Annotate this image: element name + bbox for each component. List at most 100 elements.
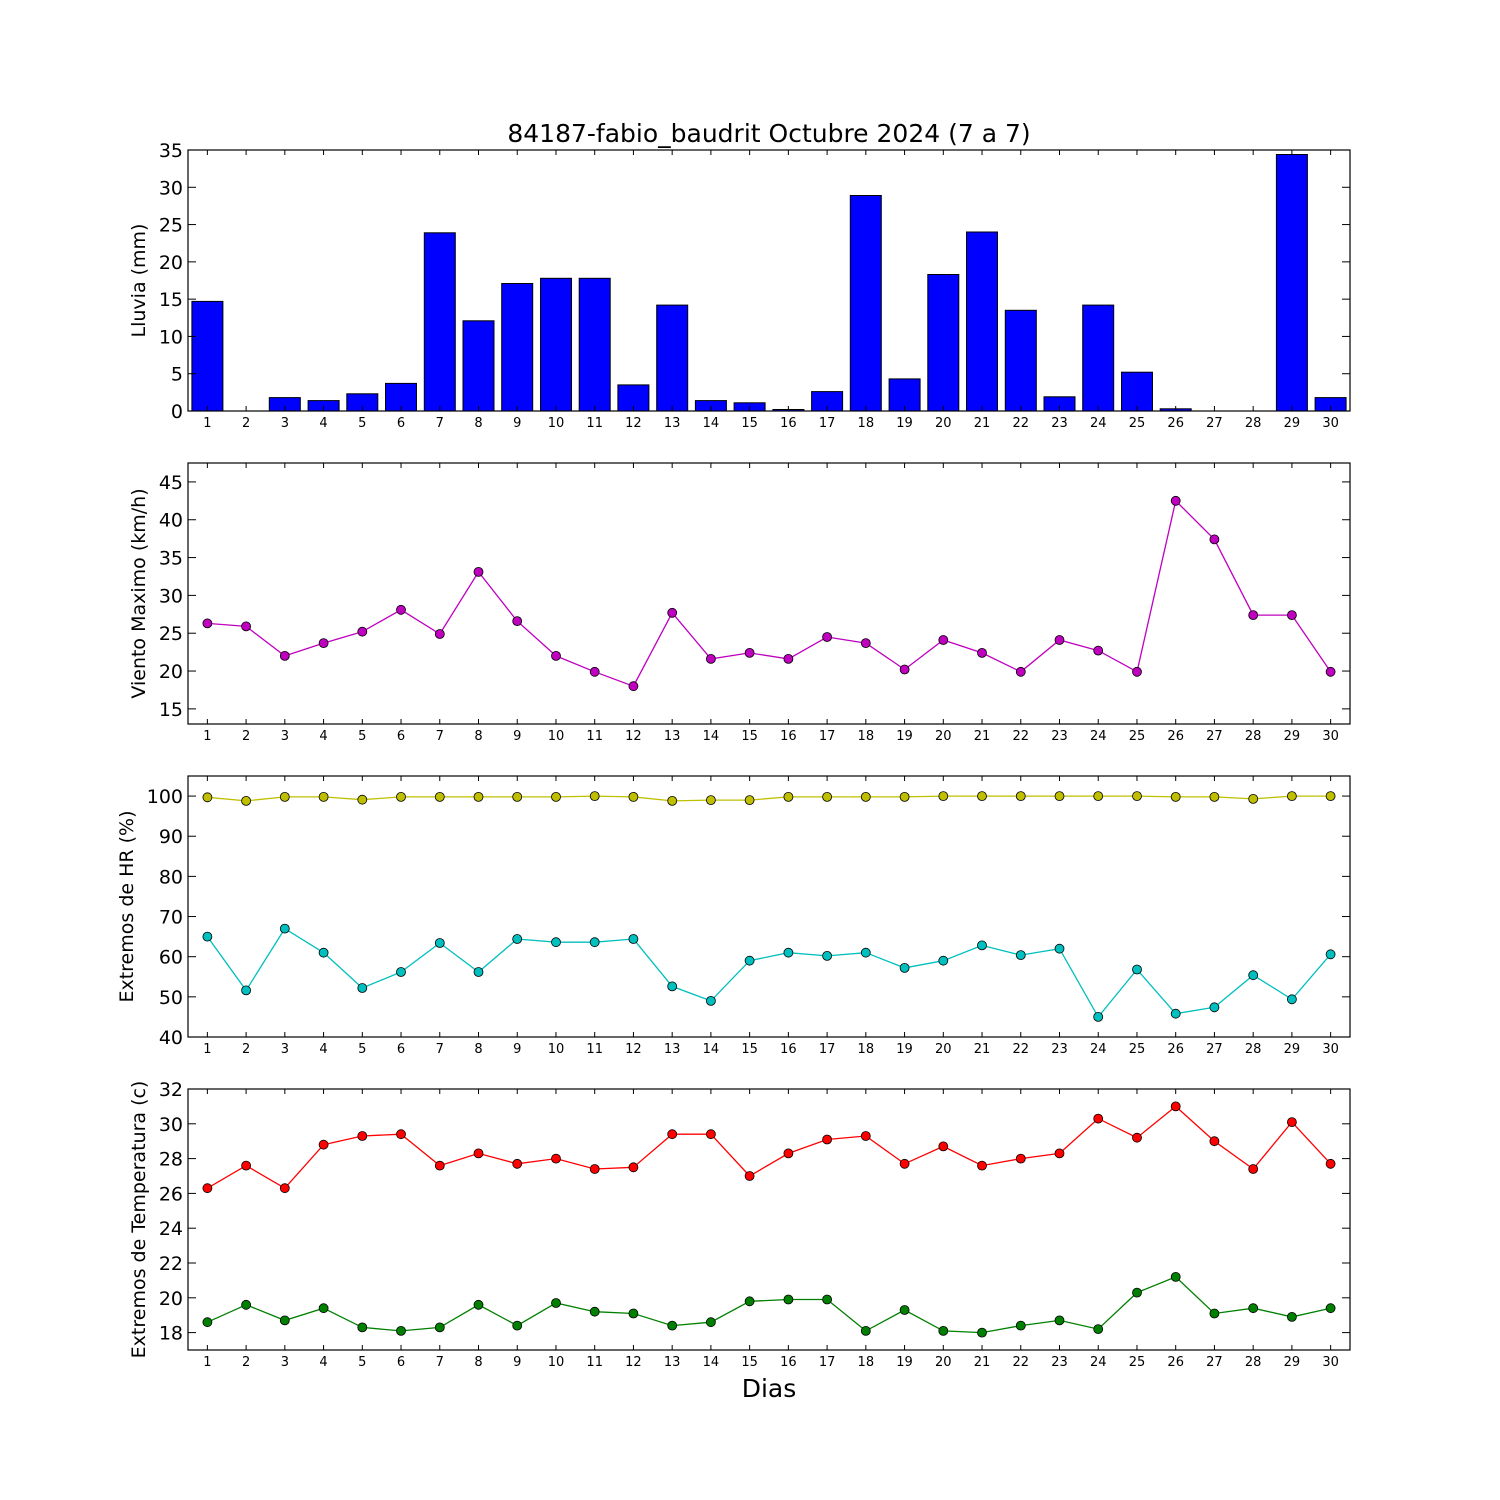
y-tick-label: 30 xyxy=(159,585,183,607)
data-point xyxy=(1093,645,1104,656)
x-tick-label: 17 xyxy=(819,416,836,431)
data-point xyxy=(357,1131,368,1141)
axes-frame xyxy=(187,149,1351,412)
data-point xyxy=(706,996,716,1006)
x-tick-label: 27 xyxy=(1206,1355,1223,1370)
y-tick-label: 32 xyxy=(159,1079,183,1101)
data-point xyxy=(1132,791,1142,801)
x-tick-label: 7 xyxy=(436,1355,444,1370)
data-point xyxy=(1170,792,1181,802)
bar xyxy=(849,195,882,412)
x-tick-label: 4 xyxy=(319,1042,327,1057)
x-tick-label: 14 xyxy=(703,416,720,431)
x-tick-label: 27 xyxy=(1206,729,1223,744)
x-tick-label: 11 xyxy=(586,729,603,744)
x-tick-label: 19 xyxy=(896,729,913,744)
x-tick-label: 23 xyxy=(1051,416,1068,431)
x-tick-label: 20 xyxy=(935,1042,952,1057)
x-tick-label: 16 xyxy=(780,416,797,431)
data-point xyxy=(977,791,987,801)
x-tick-label: 13 xyxy=(664,416,681,431)
data-point xyxy=(938,955,949,966)
series-line xyxy=(207,1276,1331,1334)
bar xyxy=(423,232,456,412)
x-tick-label: 9 xyxy=(513,1355,521,1370)
x-tick-label: 18 xyxy=(858,1355,875,1370)
data-point xyxy=(473,1148,484,1159)
y-tick-label: 80 xyxy=(159,866,183,888)
y-axis-label: Extremos de HR (%) xyxy=(116,810,138,1002)
y-tick-label: 20 xyxy=(159,661,183,683)
x-tick-label: 16 xyxy=(780,1042,797,1057)
x-tick-label: 14 xyxy=(703,1355,720,1370)
axes-frame xyxy=(187,1088,1351,1351)
x-tick-label: 23 xyxy=(1051,1355,1068,1370)
x-tick-label: 24 xyxy=(1090,1355,1107,1370)
data-point xyxy=(744,648,755,658)
x-tick-label: 19 xyxy=(896,1042,913,1057)
x-tick-label: 7 xyxy=(436,729,444,744)
data-point xyxy=(202,1183,213,1194)
bar xyxy=(191,300,224,412)
data-point xyxy=(396,1129,406,1140)
y-tick-label: 45 xyxy=(159,472,183,494)
panel-3: 1 2 3 4 5 6 7 8 9 10 11 12 13 14 15 16 17 18 19 20 21 22 23 24 2… xyxy=(116,775,1351,1057)
data-point xyxy=(860,638,871,648)
data-point xyxy=(822,1294,832,1305)
x-tick-label: 1 xyxy=(203,1042,211,1057)
x-tick-label: 15 xyxy=(741,729,758,744)
data-point xyxy=(473,567,484,577)
data-point xyxy=(202,618,213,629)
data-point xyxy=(822,951,832,961)
x-tick-label: 9 xyxy=(513,1042,521,1057)
x-tick-label: 24 xyxy=(1090,729,1107,744)
y-axis-label: Extremos de Temperatura (c) xyxy=(128,1081,150,1359)
axes-frame xyxy=(187,775,1351,1038)
data-point xyxy=(744,1296,755,1307)
x-tick-label: 4 xyxy=(319,729,327,744)
x-tick-label: 3 xyxy=(281,416,289,431)
data-point xyxy=(241,1160,252,1171)
panel-4: 1 2 3 4 5 6 7 8 9 10 11 12 13 14 15 16 17 18 19 20 21 22 23 24 2… xyxy=(128,1079,1351,1370)
data-point xyxy=(279,651,290,661)
x-tick-label: 19 xyxy=(896,1355,913,1370)
x-tick-label: 22 xyxy=(1012,416,1029,431)
data-point xyxy=(1015,666,1026,677)
data-point xyxy=(241,985,252,996)
x-tick-label: 5 xyxy=(358,1042,366,1057)
panel-2: 1 2 3 4 5 6 7 8 9 10 11 12 13 14 15 16 17 18 19 20 21 22 23 24 2… xyxy=(128,462,1351,744)
data-point xyxy=(1054,1315,1065,1326)
data-point xyxy=(1170,1008,1181,1019)
data-point xyxy=(860,1131,871,1141)
data-point xyxy=(977,940,987,951)
y-tick-label: 20 xyxy=(159,252,183,274)
x-tick-label: 25 xyxy=(1129,729,1146,744)
data-point xyxy=(241,621,252,632)
x-tick-label: 8 xyxy=(474,1042,482,1057)
x-tick-label: 9 xyxy=(513,416,521,431)
data-point xyxy=(434,792,445,802)
data-point xyxy=(1093,791,1104,801)
data-point xyxy=(512,1320,523,1331)
figure-title: 84187-fabio_baudrit Octubre 2024 (7 a 7) xyxy=(507,119,1030,148)
bar xyxy=(1275,154,1308,412)
x-tick-label: 7 xyxy=(436,416,444,431)
data-point xyxy=(551,1298,561,1308)
data-point xyxy=(1132,1132,1142,1143)
y-tick-label: 60 xyxy=(159,947,183,969)
data-point xyxy=(938,791,949,801)
data-point xyxy=(1015,791,1026,801)
data-point xyxy=(706,795,716,805)
data-point xyxy=(1287,610,1297,620)
y-tick-label: 90 xyxy=(159,826,183,848)
x-tick-label: 18 xyxy=(858,1042,875,1057)
x-tick-label: 29 xyxy=(1284,729,1301,744)
data-point xyxy=(899,792,910,802)
data-point xyxy=(318,947,329,958)
data-point xyxy=(1209,1308,1220,1319)
data-point xyxy=(396,1326,406,1336)
data-point xyxy=(628,792,639,802)
data-point xyxy=(318,1139,329,1150)
x-tick-label: 10 xyxy=(548,1355,565,1370)
